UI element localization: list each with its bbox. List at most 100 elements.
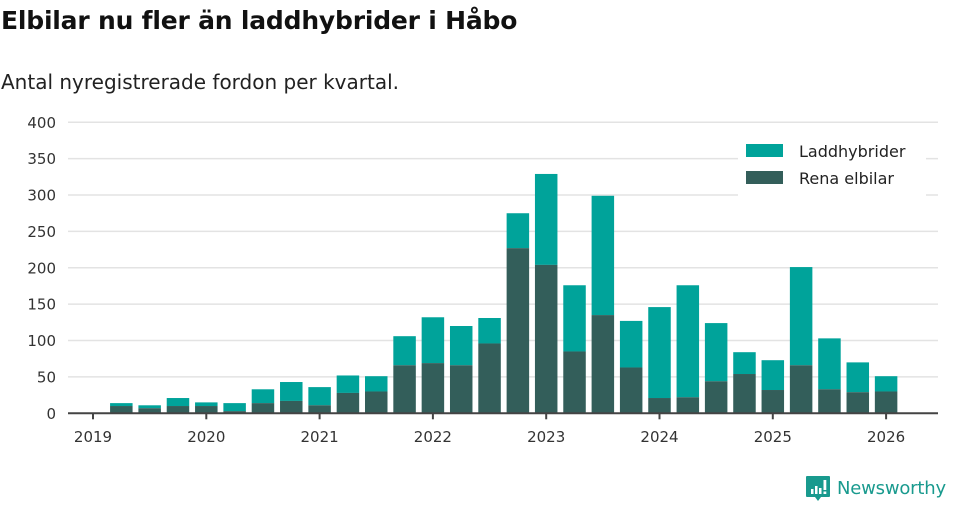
legend-label-laddhybrider: Laddhybrider (799, 142, 906, 161)
x-tick-label: 2024 (640, 428, 678, 446)
x-tick-label: 2021 (301, 428, 339, 446)
y-axis: 0 50 100 150 200 250 300 350 400 (27, 114, 56, 423)
y-tick-label: 200 (27, 259, 56, 277)
bar-laddhybrider (874, 376, 898, 392)
bar-rena-elbilar (251, 403, 275, 414)
bar-rena-elbilar (733, 374, 756, 414)
x-tick-label: 2020 (187, 428, 225, 446)
bar-group (818, 338, 841, 414)
legend: Laddhybrider Rena elbilar (738, 138, 926, 196)
y-tick-label: 250 (27, 223, 56, 241)
bar-laddhybrider (619, 320, 643, 368)
bar-rena-elbilar (478, 343, 501, 414)
bar-group (591, 195, 615, 414)
brand-name: Newsworthy (837, 477, 946, 499)
x-tick-label: 2019 (74, 428, 112, 446)
bars (110, 173, 898, 414)
bar-laddhybrider (449, 326, 473, 366)
bar-rena-elbilar (704, 381, 728, 414)
bar-group (166, 398, 190, 414)
bar-laddhybrider (393, 336, 416, 366)
x-axis: 2019 2020 2021 2022 2023 2024 2025 2026 (68, 412, 938, 446)
bar-group (195, 402, 218, 414)
bar-rena-elbilar (789, 365, 813, 414)
bar-group (506, 213, 530, 414)
legend-swatch-rena-elbilar (746, 171, 783, 184)
bar-laddhybrider (789, 267, 813, 366)
y-tick-label: 0 (46, 405, 56, 423)
bar-rena-elbilar (308, 405, 331, 414)
x-tick-label: 2025 (754, 428, 792, 446)
bar-group (761, 360, 785, 414)
bar-rena-elbilar (761, 390, 785, 414)
bar-laddhybrider (251, 389, 275, 404)
bar-group (534, 173, 558, 414)
bar-rena-elbilar (591, 315, 615, 414)
bar-rena-elbilar (195, 406, 218, 414)
bar-group (449, 326, 473, 414)
bar-group (308, 387, 331, 414)
bar-laddhybrider (761, 360, 785, 391)
bar-rena-elbilar (421, 363, 445, 414)
bar-laddhybrider (733, 352, 756, 375)
bar-group (393, 336, 416, 414)
bar-rena-elbilar (619, 367, 643, 414)
bar-group (676, 285, 700, 414)
y-tick-label: 400 (27, 114, 56, 132)
bar-group (648, 307, 671, 414)
legend-swatch-laddhybrider (746, 144, 783, 157)
bar-group (110, 403, 133, 414)
bar-rena-elbilar (110, 406, 133, 414)
bar-group (138, 405, 161, 414)
bar-laddhybrider (704, 323, 728, 382)
y-tick-label: 300 (27, 187, 56, 205)
bar-group (280, 382, 303, 414)
bar-group (223, 403, 246, 414)
bar-group (733, 352, 756, 414)
brand-logo: Newsworthy (805, 475, 946, 501)
bar-laddhybrider (563, 285, 586, 352)
bar-rena-elbilar (393, 365, 416, 414)
bar-laddhybrider (223, 403, 246, 412)
bar-rena-elbilar (336, 392, 360, 414)
newsworthy-logo-icon (806, 475, 830, 501)
bar-laddhybrider (676, 285, 700, 398)
bar-rena-elbilar (280, 400, 303, 414)
chart-subtitle: Antal nyregistrerade fordon per kvartal. (1, 70, 400, 94)
bar-laddhybrider (138, 405, 161, 409)
bar-laddhybrider (195, 402, 218, 407)
bar-group (421, 317, 445, 414)
bar-laddhybrider (591, 195, 615, 316)
bar-rena-elbilar (506, 248, 530, 414)
bar-laddhybrider (421, 317, 445, 364)
y-tick-label: 100 (27, 332, 56, 350)
bar-rena-elbilar (648, 398, 671, 414)
bar-laddhybrider (110, 403, 133, 407)
bar-group (478, 317, 501, 414)
bar-group (619, 320, 643, 414)
bar-group (874, 376, 898, 414)
bar-rena-elbilar (846, 392, 870, 414)
y-tick-label: 50 (37, 368, 56, 386)
bar-rena-elbilar (449, 365, 473, 414)
y-tick-label: 150 (27, 296, 56, 314)
bar-group (336, 375, 360, 414)
legend-label-rena-elbilar: Rena elbilar (799, 169, 894, 188)
bar-group (251, 389, 275, 414)
x-tick-label: 2023 (527, 428, 565, 446)
bar-group (789, 267, 813, 414)
bar-laddhybrider (308, 387, 331, 406)
bar-rena-elbilar (223, 411, 246, 414)
chart-title: Elbilar nu fler än laddhybrider i Håbo (1, 6, 518, 35)
bar-rena-elbilar (166, 406, 190, 414)
bar-laddhybrider (365, 376, 388, 392)
bar-laddhybrider (648, 307, 671, 399)
bar-laddhybrider (336, 375, 360, 393)
bar-laddhybrider (534, 173, 558, 265)
bar-rena-elbilar (818, 389, 841, 414)
bar-laddhybrider (506, 213, 530, 249)
y-tick-label: 350 (27, 150, 56, 168)
bar-rena-elbilar (138, 408, 161, 414)
bar-laddhybrider (478, 317, 501, 344)
